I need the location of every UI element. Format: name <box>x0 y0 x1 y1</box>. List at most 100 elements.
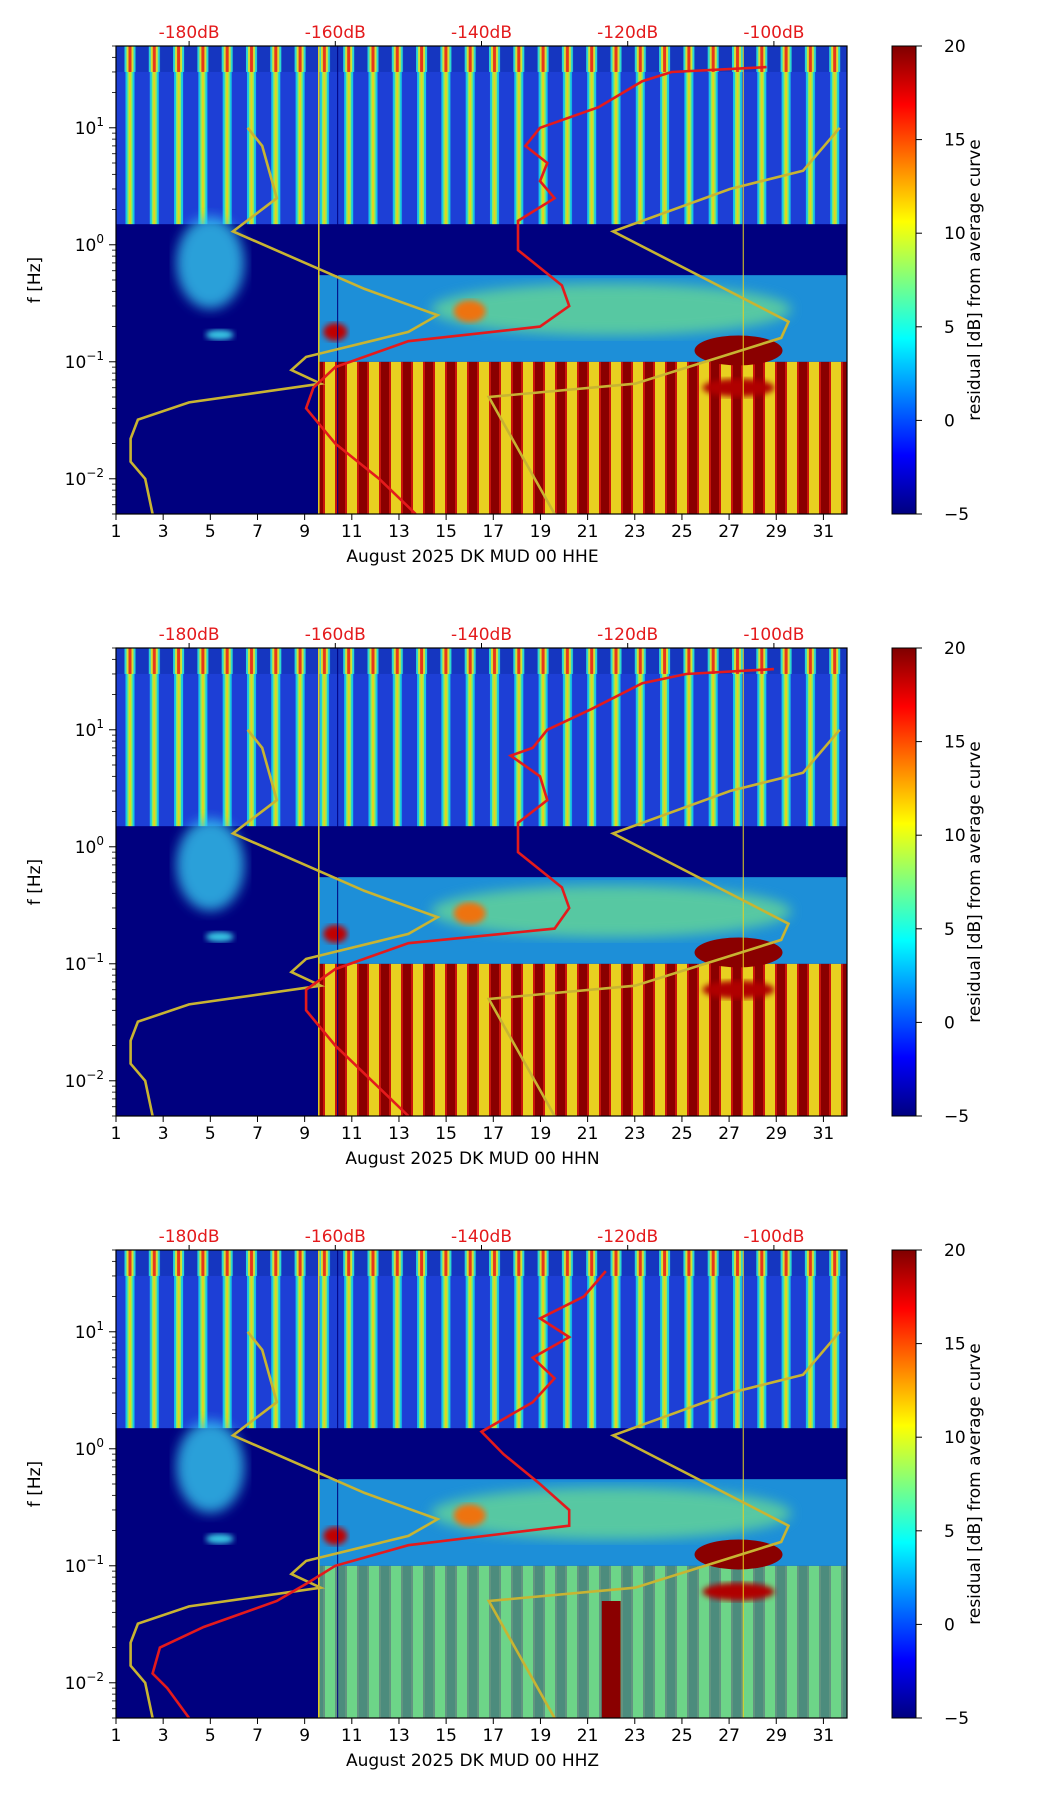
x-tick-label: 17 <box>482 1124 504 1144</box>
x-tick-label: 5 <box>205 522 216 542</box>
x-tick-label: 3 <box>158 522 169 542</box>
x-tick-label: 13 <box>388 522 410 542</box>
storm-event-tail <box>702 378 775 397</box>
y-tick-label: 10−2 <box>65 466 104 490</box>
spectrogram-image <box>116 46 847 514</box>
y-axis-label: f [Hz] <box>25 859 45 905</box>
colorbar-tick-label: 20 <box>944 37 966 57</box>
x-tick-label: 15 <box>435 1124 457 1144</box>
x-tick-label: 5 <box>205 1726 216 1746</box>
colorbar-label: residual [dB] from average curve <box>965 1343 985 1624</box>
top-tick-label: -120dB <box>597 625 658 645</box>
x-tick-label: 17 <box>482 522 504 542</box>
x-tick-label: 29 <box>765 1124 787 1144</box>
x-tick-label: 27 <box>718 1726 740 1746</box>
x-tick-label: 15 <box>435 522 457 542</box>
x-tick-label: 17 <box>482 1726 504 1746</box>
day16-event <box>453 902 486 925</box>
x-tick-label: 3 <box>158 1124 169 1144</box>
colorbar-label: residual [dB] from average curve <box>965 741 985 1022</box>
colorbar-label: residual [dB] from average curve <box>965 139 985 420</box>
y-tick-label: 10−2 <box>65 1068 104 1092</box>
x-tick-label: 15 <box>435 1726 457 1746</box>
x-tick-label: 5 <box>205 1124 216 1144</box>
y-tick-label: 101 <box>75 1319 104 1343</box>
top-tick-label: -180dB <box>159 23 220 43</box>
storm-event-tail <box>702 1582 775 1601</box>
y-tick-label: 100 <box>75 1436 104 1460</box>
top-tick-label: -140dB <box>451 23 512 43</box>
x-axis-label: August 2025 DK MUD 00 HHN <box>345 1149 599 1169</box>
colorbar-tick-label: 5 <box>944 920 955 940</box>
x-tick-label: 11 <box>341 522 363 542</box>
top-tick-label: -100dB <box>743 1227 804 1247</box>
day10-event <box>323 1526 348 1545</box>
top-tick-label: -120dB <box>597 1227 658 1247</box>
x-tick-label: 23 <box>624 522 646 542</box>
average-curve <box>151 1270 607 1718</box>
colorbar <box>891 1249 917 1719</box>
x-tick-label: 9 <box>299 522 310 542</box>
top-tick-label: -140dB <box>451 625 512 645</box>
x-tick-label: 31 <box>813 522 835 542</box>
microseism-glow <box>431 283 792 336</box>
y-tick-label: 10−1 <box>65 349 104 373</box>
top-tick-label: -100dB <box>743 23 804 43</box>
early-month-spot <box>205 1533 234 1544</box>
storm-event-tail <box>702 980 775 999</box>
x-tick-label: 11 <box>341 1726 363 1746</box>
colorbar-tick-label: 0 <box>944 1615 955 1635</box>
colorbar-tick-label: 15 <box>944 131 966 151</box>
colorbar <box>891 647 917 1117</box>
colorbar-tick-label: 5 <box>944 1522 955 1542</box>
x-tick-label: 19 <box>530 1124 552 1144</box>
colorbar-tick-label: 20 <box>944 639 966 659</box>
colorbar-tick-label: 20 <box>944 1241 966 1261</box>
early-month-spot <box>205 931 234 942</box>
x-tick-label: 31 <box>813 1124 835 1144</box>
x-tick-label: 21 <box>577 1726 599 1746</box>
colorbar-tick-label: 10 <box>944 1428 966 1448</box>
x-tick-label: 19 <box>530 522 552 542</box>
colorbar-tick-label: 0 <box>944 1013 955 1033</box>
early-month-spot <box>205 329 234 340</box>
y-tick-label: 10−2 <box>65 1670 104 1694</box>
x-tick-label: 23 <box>624 1726 646 1746</box>
x-tick-label: 23 <box>624 1124 646 1144</box>
low-noise-model-curve <box>129 728 441 1116</box>
high-noise-model-curve <box>486 1330 841 1718</box>
top-frequency-band <box>116 1250 847 1276</box>
low-noise-model-curve <box>129 126 441 514</box>
top-tick-label: -120dB <box>597 23 658 43</box>
x-tick-label: 29 <box>765 522 787 542</box>
top-frequency-band <box>116 46 847 72</box>
y-tick-label: 100 <box>75 232 104 256</box>
top-tick-label: -180dB <box>159 625 220 645</box>
colorbar-tick-label: 5 <box>944 318 955 338</box>
day10-event <box>323 322 348 341</box>
early-month-glow <box>176 216 245 309</box>
x-tick-label: 21 <box>577 522 599 542</box>
x-tick-label: 7 <box>252 522 263 542</box>
x-axis-label: August 2025 DK MUD 00 HHE <box>346 547 598 567</box>
colorbar-tick-label: −5 <box>944 1709 969 1729</box>
daily-streaks-band <box>116 48 847 225</box>
x-tick-label: 29 <box>765 1726 787 1746</box>
x-axis-label: August 2025 DK MUD 00 HHZ <box>346 1751 599 1771</box>
early-month-glow <box>176 1420 245 1513</box>
colorbar-tick-label: 10 <box>944 826 966 846</box>
x-tick-label: 25 <box>671 1124 693 1144</box>
colorbar-tick-label: −5 <box>944 1107 969 1127</box>
y-tick-label: 100 <box>75 834 104 858</box>
colorbar-tick-label: 0 <box>944 411 955 431</box>
top-tick-label: -180dB <box>159 1227 220 1247</box>
colorbar-tick-label: 15 <box>944 1335 966 1355</box>
y-axis-label: f [Hz] <box>25 1461 45 1507</box>
top-frequency-band <box>116 648 847 674</box>
top-tick-label: -160dB <box>305 1227 366 1247</box>
day16-event <box>453 1504 486 1527</box>
top-tick-label: -100dB <box>743 625 804 645</box>
low-noise-model-curve <box>129 1330 441 1718</box>
